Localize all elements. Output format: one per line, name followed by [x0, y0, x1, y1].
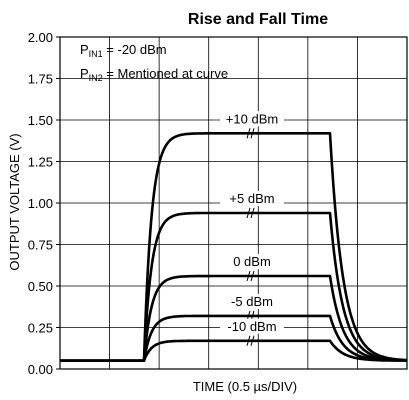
plot-border — [59, 36, 408, 370]
series-label-bg — [220, 318, 284, 334]
series-label-bg — [220, 254, 284, 270]
y-tick-label: 1.25 — [28, 155, 53, 170]
y-tick-labels: 0.00 0.25 0.50 0.75 1.00 1.25 1.50 1.75 2.00 — [28, 30, 53, 377]
series-label-bg — [220, 293, 284, 309]
series-label: 0 dBm — [233, 254, 271, 269]
series-line — [59, 211, 408, 362]
axis-break-mark — [246, 128, 255, 139]
y-axis-label: OUTPUT VOLTAGE (V) — [7, 133, 22, 270]
y-tick-label: 1.75 — [28, 72, 53, 87]
series-lines — [59, 128, 408, 362]
series-label-bg — [220, 190, 284, 206]
axis-break-mark — [246, 270, 255, 282]
y-tick-label: 0.50 — [28, 279, 53, 294]
y-tick-label: 1.50 — [28, 113, 53, 128]
series-label: -10 dBm — [227, 319, 276, 334]
series-label: +10 dBm — [226, 111, 278, 126]
y-tick-label: 2.00 — [28, 30, 53, 45]
series-line — [59, 339, 408, 362]
annotation-pin1: PIN1 = -20 dBm — [80, 42, 167, 59]
plot-frame — [56, 36, 408, 370]
y-tick-label: 0.75 — [28, 238, 53, 253]
annotation-pin2: PIN2 = Mentioned at curve — [80, 66, 228, 83]
y-tick-label: 0.25 — [28, 321, 53, 336]
axis-break-mark — [246, 207, 255, 219]
series-label: -5 dBm — [231, 294, 273, 309]
series-labels: +10 dBm +5 dBm 0 dBm -5 dBm -10 dBm — [220, 111, 284, 334]
y-tick-label: 0.00 — [28, 362, 53, 377]
chart-title: Rise and Fall Time — [188, 11, 328, 28]
series-label: +5 dBm — [229, 191, 274, 206]
x-axis-label: TIME (0.5 µs/DIV) — [193, 379, 297, 394]
series-label-bg — [220, 111, 284, 127]
y-tick-label: 1.00 — [28, 196, 53, 211]
axis-break-mark — [246, 335, 255, 346]
